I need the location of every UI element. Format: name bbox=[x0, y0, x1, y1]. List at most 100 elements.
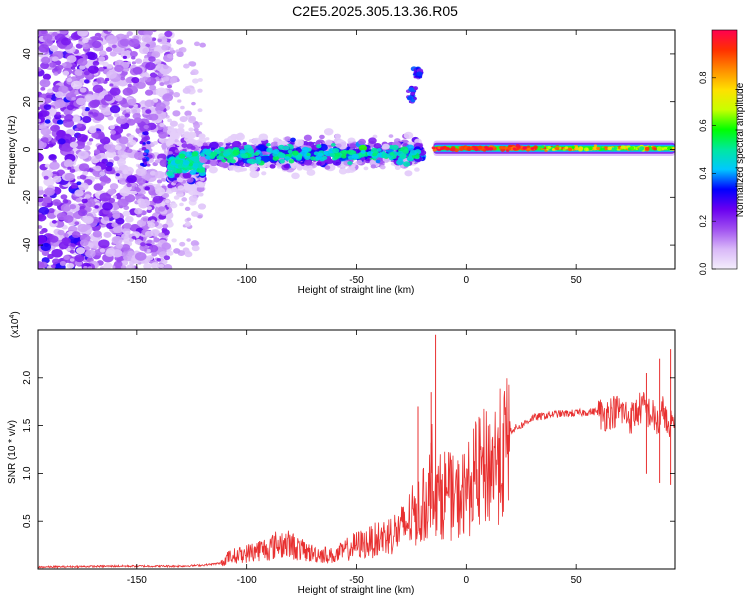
band-speck bbox=[258, 133, 269, 141]
band-speck bbox=[188, 189, 197, 196]
noise-speck bbox=[48, 143, 54, 148]
blob bbox=[413, 72, 417, 76]
noise-speck bbox=[38, 214, 47, 222]
tone-core-speck bbox=[657, 146, 662, 151]
noise-tail-speck bbox=[192, 78, 199, 84]
noise-speck bbox=[88, 138, 94, 142]
vertical-streak bbox=[142, 158, 148, 163]
tone-core-speck bbox=[507, 147, 512, 151]
noise-speck bbox=[83, 145, 91, 151]
noise-speck bbox=[76, 123, 83, 128]
spectrogram-x-label: Height of straight line (km) bbox=[298, 285, 415, 296]
noise-speck bbox=[124, 113, 131, 118]
noise-speck bbox=[160, 177, 166, 182]
band-core-speck bbox=[403, 161, 411, 167]
tone-core-speck bbox=[607, 146, 612, 151]
band-speck bbox=[373, 142, 382, 150]
tone-core-speck bbox=[500, 148, 506, 152]
noise-speck bbox=[133, 104, 138, 108]
band-speck bbox=[174, 173, 180, 178]
noise-speck bbox=[89, 111, 94, 115]
noise-speck bbox=[50, 124, 60, 132]
band-speck bbox=[183, 136, 190, 142]
streak bbox=[410, 92, 415, 96]
noise-speck bbox=[85, 249, 96, 258]
noise-speck bbox=[114, 95, 123, 102]
y-tick-label: -40 bbox=[22, 237, 33, 252]
noise-tail-speck bbox=[173, 248, 181, 254]
noise-speck bbox=[63, 110, 71, 116]
y-tick-label: -20 bbox=[22, 190, 33, 205]
noise-speck bbox=[38, 106, 41, 111]
x-tick-label: -150 bbox=[127, 275, 147, 286]
band-core-speck bbox=[334, 155, 339, 160]
colorbar-tick-label: 0.4 bbox=[698, 167, 708, 180]
noise-speck bbox=[69, 258, 75, 262]
tone-core-speck bbox=[540, 145, 545, 149]
noise-speck bbox=[126, 31, 133, 37]
svg-text:(x104): (x104) bbox=[9, 311, 21, 338]
x-tick-label: 50 bbox=[571, 575, 583, 586]
tone-core-speck bbox=[574, 146, 579, 151]
noise-speck bbox=[103, 94, 113, 102]
band-speck bbox=[205, 137, 210, 141]
colorbar-label: Normalized spectral amplitude bbox=[735, 82, 746, 217]
noise-speck bbox=[141, 79, 146, 83]
band-core-speck bbox=[284, 156, 291, 161]
noise-speck bbox=[72, 116, 81, 123]
noise-speck bbox=[82, 38, 89, 44]
noise-speck bbox=[146, 206, 153, 211]
noise-speck bbox=[162, 93, 174, 102]
noise-speck bbox=[62, 70, 70, 76]
noise-tail-speck bbox=[197, 215, 203, 219]
noise-speck bbox=[116, 259, 122, 263]
noise-speck bbox=[74, 69, 84, 76]
noise-speck bbox=[98, 239, 110, 249]
tone-core-speck bbox=[547, 145, 552, 149]
band-core-speck bbox=[182, 159, 190, 166]
noise-speck bbox=[128, 38, 140, 48]
noise-speck bbox=[132, 190, 137, 195]
noise-speck bbox=[67, 86, 73, 91]
noise-speck bbox=[99, 192, 111, 202]
noise-speck bbox=[157, 38, 162, 43]
band-core-speck bbox=[376, 148, 382, 152]
noise-speck bbox=[129, 50, 138, 58]
noise-speck bbox=[83, 216, 94, 225]
band-speck bbox=[166, 128, 176, 136]
noise-speck bbox=[59, 261, 67, 266]
noise-speck bbox=[79, 64, 86, 70]
snr-scale-close: ) bbox=[10, 311, 21, 314]
noise-speck bbox=[76, 134, 88, 143]
tone-core-speck bbox=[554, 146, 559, 150]
band-speck bbox=[170, 187, 178, 193]
noise-speck bbox=[153, 237, 160, 243]
noise-speck bbox=[151, 51, 161, 59]
noise-speck bbox=[134, 251, 147, 261]
band-speck bbox=[333, 137, 343, 145]
band-core-speck bbox=[341, 154, 347, 159]
tone-core-speck bbox=[588, 146, 593, 151]
noise-speck bbox=[151, 37, 157, 42]
noise-tail-speck bbox=[191, 245, 200, 252]
noise-speck bbox=[52, 31, 58, 37]
noise-speck bbox=[111, 235, 123, 245]
band-speck bbox=[238, 166, 246, 172]
noise-speck bbox=[158, 131, 168, 139]
noise-speck bbox=[122, 169, 129, 175]
band-speck bbox=[173, 180, 178, 184]
band-core-speck bbox=[191, 151, 199, 157]
noise-speck bbox=[156, 179, 163, 184]
band-core-speck bbox=[189, 169, 197, 175]
noise-speck bbox=[117, 198, 129, 208]
band-core-speck bbox=[306, 152, 311, 157]
colorbar-tick-label: 0.8 bbox=[698, 72, 708, 85]
noise-speck bbox=[38, 153, 44, 162]
band-speck bbox=[174, 139, 179, 143]
noise-speck bbox=[105, 111, 110, 116]
band-speck bbox=[403, 131, 414, 140]
snr-marks bbox=[38, 334, 675, 569]
vertical-streak bbox=[146, 163, 151, 167]
noise-speck bbox=[156, 109, 162, 115]
noise-speck bbox=[112, 195, 117, 199]
